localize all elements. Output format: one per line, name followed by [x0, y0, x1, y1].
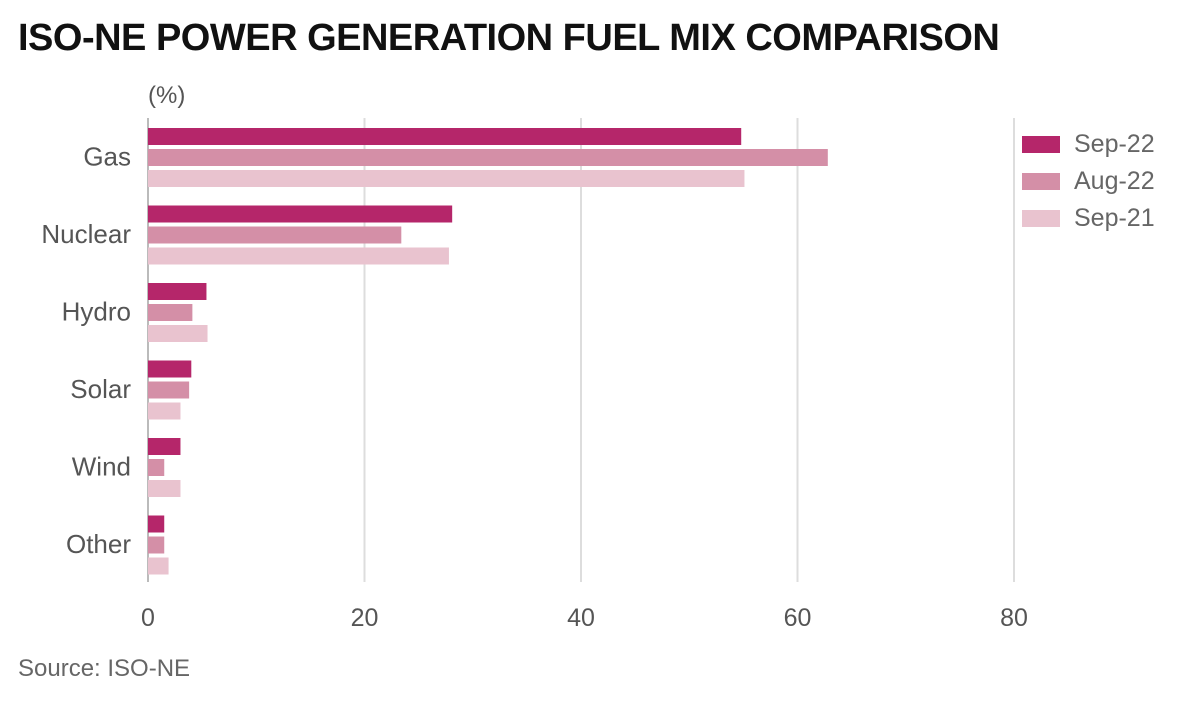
- gridlines: [147, 118, 1015, 582]
- bar-hydro-aug-22: [148, 304, 193, 321]
- category-label: Hydro: [62, 297, 131, 327]
- source-note: Source: ISO-NE: [18, 655, 191, 682]
- legend-swatch: [1022, 173, 1060, 190]
- x-tick-labels: 0 20 40 60 80: [141, 604, 1028, 632]
- bar-wind-sep-22: [148, 438, 181, 455]
- legend-label: Sep-21: [1074, 204, 1155, 232]
- category-label: Wind: [72, 452, 131, 482]
- bar-wind-sep-21: [148, 480, 181, 497]
- category-label: Gas: [83, 142, 131, 172]
- unit-label: (%): [148, 82, 186, 109]
- x-tick-label: 0: [141, 604, 155, 632]
- legend-item-2: Sep-21: [1022, 200, 1155, 237]
- bar-hydro-sep-22: [148, 283, 207, 300]
- bar-gas-aug-22: [148, 149, 828, 166]
- bar-solar-sep-21: [148, 402, 181, 420]
- bar-hydro-sep-21: [148, 325, 208, 342]
- chart-title: ISO-NE POWER GENERATION FUEL MIX COMPARI…: [18, 17, 1000, 59]
- legend-item-0: Sep-22: [1022, 126, 1155, 163]
- bar-other-aug-22: [148, 536, 165, 554]
- legend: Sep-22 Aug-22 Sep-21: [1022, 126, 1155, 237]
- bar-other-sep-22: [148, 515, 165, 533]
- bar-other-sep-21: [148, 557, 169, 575]
- bar-wind-aug-22: [148, 459, 165, 476]
- legend-swatch: [1022, 136, 1060, 153]
- x-tick-label: 40: [567, 604, 595, 632]
- bars: [148, 128, 828, 575]
- bar-nuclear-sep-22: [148, 205, 453, 223]
- category-label: Nuclear: [41, 219, 131, 249]
- category-labels: Gas Nuclear Hydro Solar Wind Other: [41, 142, 131, 560]
- bar-nuclear-aug-22: [148, 226, 402, 244]
- bar-solar-aug-22: [148, 381, 190, 399]
- legend-swatch: [1022, 210, 1060, 227]
- legend-label: Aug-22: [1074, 167, 1155, 195]
- category-label: Solar: [70, 374, 131, 404]
- x-tick-label: 60: [784, 604, 812, 632]
- x-tick-label: 80: [1000, 604, 1028, 632]
- bar-solar-sep-22: [148, 360, 192, 378]
- bar-gas-sep-21: [148, 170, 745, 187]
- category-label: Other: [66, 529, 131, 559]
- bar-gas-sep-22: [148, 128, 742, 145]
- legend-item-1: Aug-22: [1022, 163, 1155, 200]
- legend-label: Sep-22: [1074, 130, 1155, 158]
- x-tick-label: 20: [351, 604, 379, 632]
- bar-nuclear-sep-21: [148, 247, 449, 265]
